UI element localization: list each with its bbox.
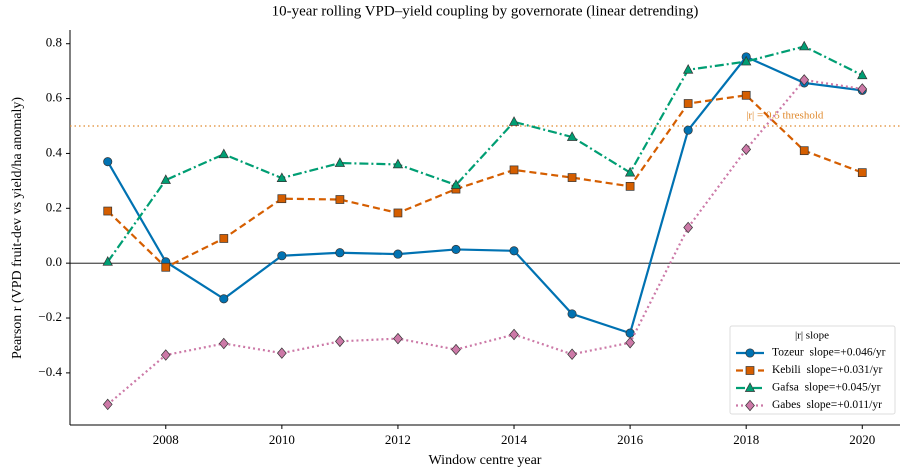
marker (334, 157, 346, 167)
legend-label: Tozeur slope=+0.046/yr (772, 347, 886, 359)
legend-marker (745, 366, 755, 375)
marker (160, 174, 171, 184)
marker (857, 168, 867, 177)
marker (218, 148, 229, 159)
series-line (106, 45, 863, 263)
chart-title: 10-year rolling VPD–yield coupling by go… (272, 3, 699, 19)
marker (335, 248, 345, 258)
y-tick-label: 0.4 (46, 144, 63, 159)
legend-marker (744, 382, 756, 392)
marker (799, 40, 810, 51)
marker (567, 173, 577, 182)
marker (625, 182, 635, 191)
series-line (106, 94, 863, 269)
marker (102, 398, 113, 411)
legend-box (729, 325, 896, 415)
marker (625, 336, 635, 349)
y-tick-label: 0.2 (46, 199, 62, 214)
legend-label: Gabes slope=+0.011/yr (772, 399, 882, 411)
marker (219, 294, 229, 304)
marker (741, 143, 752, 156)
marker (508, 116, 520, 126)
marker (276, 347, 287, 359)
marker (219, 234, 229, 243)
marker (393, 249, 403, 259)
marker (335, 335, 345, 348)
marker (335, 195, 345, 204)
marker (393, 332, 403, 345)
marker (741, 90, 751, 100)
marker (567, 348, 577, 360)
legend-marker (745, 348, 755, 358)
marker (741, 55, 752, 66)
marker (799, 146, 809, 156)
marker (103, 157, 113, 167)
marker (799, 74, 810, 86)
legend-label: Kebili slope=+0.031/yr (772, 364, 883, 376)
marker (277, 194, 287, 204)
marker (857, 69, 868, 80)
marker (509, 328, 519, 341)
threshold-label: |r| = 0.5 threshold (746, 110, 824, 122)
marker (683, 125, 693, 135)
legend-marker (745, 399, 755, 412)
x-tick-label: 2010 (269, 432, 295, 447)
y-axis-label: Pearson r (VPD fruit-dev vs yield/ha ano… (10, 97, 25, 359)
marker (567, 309, 577, 319)
y-tick-label: 0.8 (46, 35, 62, 50)
marker (509, 246, 519, 256)
marker (450, 179, 462, 189)
x-tick-label: 2012 (385, 432, 411, 447)
x-tick-label: 2018 (733, 432, 759, 447)
marker (276, 172, 288, 182)
marker (451, 343, 461, 356)
marker (161, 262, 171, 272)
marker (393, 208, 403, 218)
series-line (107, 78, 863, 406)
marker (218, 337, 229, 350)
marker (566, 131, 578, 141)
x-tick-label: 2020 (849, 432, 875, 447)
marker (451, 244, 461, 254)
marker (857, 83, 868, 95)
marker (625, 328, 635, 338)
legend-title: |r| slope (795, 330, 829, 342)
legend-label: Gafsa slope=+0.045/yr (772, 382, 881, 394)
marker (103, 206, 113, 216)
marker (160, 349, 171, 361)
x-tick-label: 2014 (501, 432, 528, 447)
y-tick-label: −0.2 (38, 309, 62, 324)
legend: |r| slope Tozeur slope=+0.046/yr Kebili sl… (729, 325, 896, 415)
marker (683, 221, 694, 234)
marker (624, 166, 636, 177)
marker (277, 251, 287, 261)
marker (509, 165, 519, 175)
x-axis-label: Window centre year (429, 453, 542, 468)
y-tick-label: −0.4 (38, 364, 62, 379)
y-tick-label: 0.0 (46, 254, 62, 269)
marker (102, 256, 113, 266)
x-tick-label: 2016 (617, 432, 644, 447)
x-tick-label: 2008 (153, 432, 179, 447)
series-line (106, 55, 863, 335)
marker (683, 99, 693, 108)
marker (682, 64, 694, 74)
y-tick-label: 0.6 (46, 90, 63, 105)
marker (392, 158, 404, 169)
